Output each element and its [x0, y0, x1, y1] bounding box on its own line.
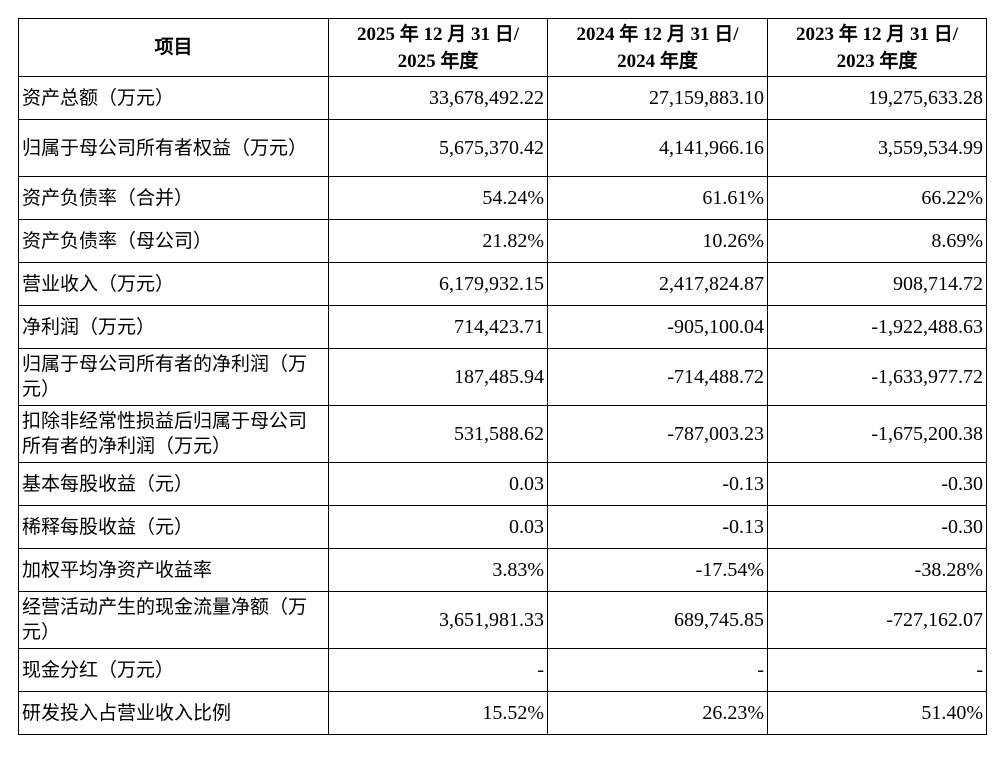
row-label: 资产总额（万元） [18, 76, 329, 120]
value-2024: -0.13 [547, 505, 768, 549]
table-row: 资产负债率（合并） 54.24% 61.61% 66.22% [18, 176, 987, 220]
table-row: 研发投入占营业收入比例 15.52% 26.23% 51.40% [18, 691, 987, 735]
value-2025: 6,179,932.15 [328, 262, 548, 306]
value-2024: -905,100.04 [547, 305, 768, 349]
value-2025: 54.24% [328, 176, 548, 220]
header-2023: 2023 年 12 月 31 日/2023 年度 [767, 18, 987, 77]
row-label: 现金分红（万元） [18, 648, 329, 692]
row-label: 净利润（万元） [18, 305, 329, 349]
value-2024: - [547, 648, 768, 692]
value-2023: 8.69% [767, 219, 987, 263]
value-2023: -1,922,488.63 [767, 305, 987, 349]
row-label: 扣除非经常性损益后归属于母公司所有者的净利润（万元） [18, 405, 329, 463]
value-2023: 19,275,633.28 [767, 76, 987, 120]
value-2025: 714,423.71 [328, 305, 548, 349]
value-2024: 27,159,883.10 [547, 76, 768, 120]
value-2024: -0.13 [547, 462, 768, 506]
table-row: 归属于母公司所有者的净利润（万元） 187,485.94 -714,488.72… [18, 348, 987, 406]
row-label: 经营活动产生的现金流量净额（万元） [18, 591, 329, 649]
value-2023: 908,714.72 [767, 262, 987, 306]
row-label: 加权平均净资产收益率 [18, 548, 329, 592]
value-2025: 5,675,370.42 [328, 119, 548, 177]
value-2024: 10.26% [547, 219, 768, 263]
row-label: 归属于母公司所有者权益（万元） [18, 119, 329, 177]
row-label: 研发投入占营业收入比例 [18, 691, 329, 735]
row-label: 营业收入（万元） [18, 262, 329, 306]
header-row: 项目 2025 年 12 月 31 日/2025 年度 2024 年 12 月 … [18, 18, 987, 77]
financial-table: 项目 2025 年 12 月 31 日/2025 年度 2024 年 12 月 … [18, 18, 987, 735]
table-row: 扣除非经常性损益后归属于母公司所有者的净利润（万元） 531,588.62 -7… [18, 405, 987, 463]
table-row: 资产负债率（母公司） 21.82% 10.26% 8.69% [18, 219, 987, 263]
value-2025: 21.82% [328, 219, 548, 263]
value-2024: 689,745.85 [547, 591, 768, 649]
value-2024: 26.23% [547, 691, 768, 735]
value-2025: 0.03 [328, 462, 548, 506]
table-row: 营业收入（万元） 6,179,932.15 2,417,824.87 908,7… [18, 262, 987, 306]
table-row: 净利润（万元） 714,423.71 -905,100.04 -1,922,48… [18, 305, 987, 349]
table-row: 稀释每股收益（元） 0.03 -0.13 -0.30 [18, 505, 987, 549]
header-2024: 2024 年 12 月 31 日/2024 年度 [547, 18, 768, 77]
value-2024: 2,417,824.87 [547, 262, 768, 306]
row-label: 稀释每股收益（元） [18, 505, 329, 549]
financial-summary: 项目 2025 年 12 月 31 日/2025 年度 2024 年 12 月 … [18, 18, 987, 735]
value-2025: - [328, 648, 548, 692]
row-label: 资产负债率（合并） [18, 176, 329, 220]
value-2023: 3,559,534.99 [767, 119, 987, 177]
table-row: 加权平均净资产收益率 3.83% -17.54% -38.28% [18, 548, 987, 592]
value-2025: 3,651,981.33 [328, 591, 548, 649]
row-label: 资产负债率（母公司） [18, 219, 329, 263]
value-2025: 3.83% [328, 548, 548, 592]
row-label: 归属于母公司所有者的净利润（万元） [18, 348, 329, 406]
value-2023: -38.28% [767, 548, 987, 592]
value-2025: 187,485.94 [328, 348, 548, 406]
value-2023: -0.30 [767, 505, 987, 549]
value-2024: 61.61% [547, 176, 768, 220]
value-2025: 33,678,492.22 [328, 76, 548, 120]
value-2023: 51.40% [767, 691, 987, 735]
value-2024: -17.54% [547, 548, 768, 592]
value-2024: -787,003.23 [547, 405, 768, 463]
value-2023: -0.30 [767, 462, 987, 506]
value-2024: 4,141,966.16 [547, 119, 768, 177]
table-row: 归属于母公司所有者权益（万元） 5,675,370.42 4,141,966.1… [18, 119, 987, 177]
header-2025: 2025 年 12 月 31 日/2025 年度 [328, 18, 548, 77]
value-2023: - [767, 648, 987, 692]
row-label: 基本每股收益（元） [18, 462, 329, 506]
value-2025: 15.52% [328, 691, 548, 735]
table-row: 经营活动产生的现金流量净额（万元） 3,651,981.33 689,745.8… [18, 591, 987, 649]
value-2024: -714,488.72 [547, 348, 768, 406]
table-row: 资产总额（万元） 33,678,492.22 27,159,883.10 19,… [18, 76, 987, 120]
value-2025: 531,588.62 [328, 405, 548, 463]
value-2025: 0.03 [328, 505, 548, 549]
table-row: 现金分红（万元） - - - [18, 648, 987, 692]
header-item: 项目 [18, 18, 329, 77]
value-2023: -1,633,977.72 [767, 348, 987, 406]
value-2023: -727,162.07 [767, 591, 987, 649]
value-2023: -1,675,200.38 [767, 405, 987, 463]
value-2023: 66.22% [767, 176, 987, 220]
table-row: 基本每股收益（元） 0.03 -0.13 -0.30 [18, 462, 987, 506]
